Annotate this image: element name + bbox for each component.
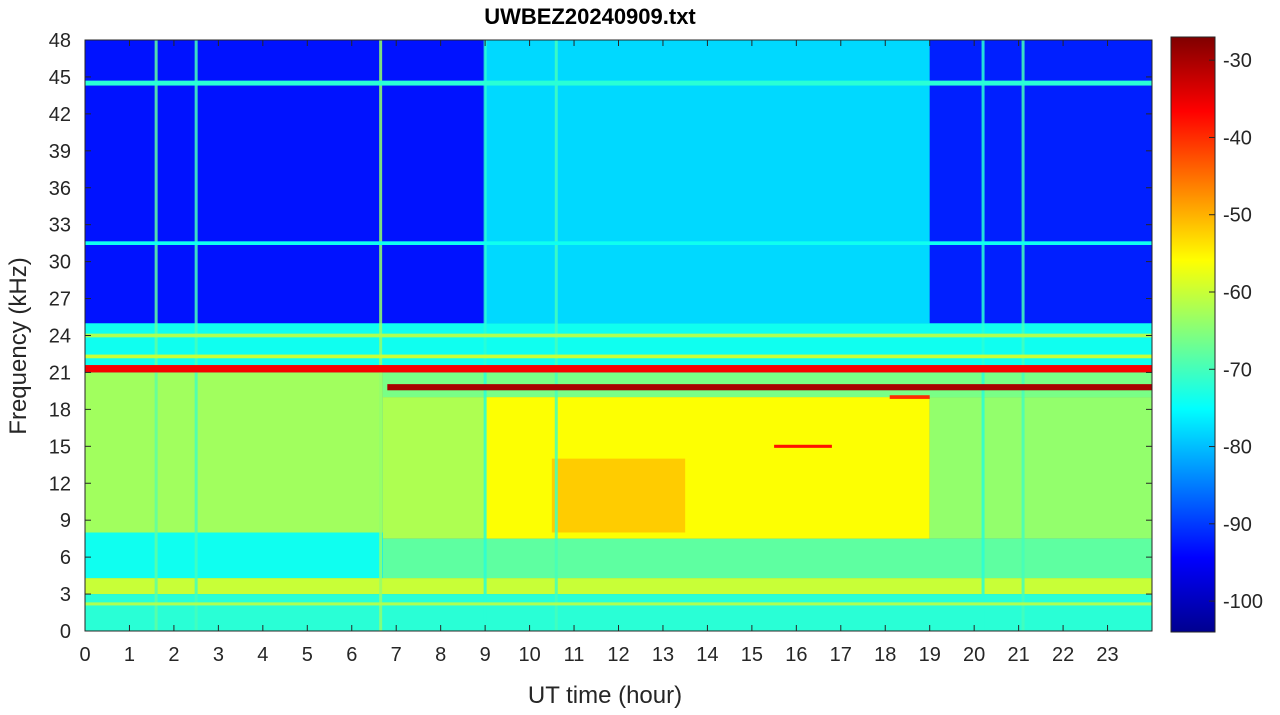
- colorbar-tick-label: -90: [1223, 514, 1252, 536]
- x-tick-label: 16: [785, 644, 807, 666]
- colorbar-tick-label: -40: [1223, 127, 1252, 149]
- heatmap-region: [382, 538, 1152, 579]
- y-tick-label: 36: [49, 178, 71, 200]
- x-tick-label: 0: [79, 644, 90, 666]
- heatmap-region: [85, 323, 1152, 367]
- x-tick-label: 23: [1096, 644, 1118, 666]
- heatmap-region: [85, 532, 383, 579]
- heatmap-region: [85, 40, 486, 324]
- heatmap-region: [85, 372, 383, 533]
- x-tick-label: 13: [652, 644, 674, 666]
- frequency-band: [85, 333, 1152, 338]
- x-axis-label: UT time (hour): [528, 682, 682, 709]
- frequency-band: [85, 602, 1152, 606]
- x-tick-label: 19: [919, 644, 941, 666]
- heatmap-region: [929, 397, 1152, 539]
- spectrogram-heatmap: [85, 40, 1152, 631]
- y-tick-label: 0: [60, 621, 71, 643]
- y-tick-label: 9: [60, 510, 71, 532]
- y-tick-label: 42: [49, 104, 71, 126]
- y-tick-label: 30: [49, 252, 71, 274]
- colorbar-tick-label: -100: [1223, 591, 1263, 613]
- x-tick-label: 11: [564, 644, 585, 666]
- x-tick-label: 17: [830, 644, 852, 666]
- y-tick-label: 21: [49, 362, 71, 384]
- frequency-band: [85, 241, 1152, 246]
- y-tick-label: 24: [49, 326, 71, 348]
- heatmap-region: [85, 594, 1152, 631]
- x-tick-label: 14: [696, 644, 718, 666]
- x-tick-label: 7: [391, 644, 402, 666]
- chart-title: UWBEZ20240909.txt: [484, 4, 696, 29]
- colorbar-axis: -30 -40 -50 -60 -70 -80 -90 -100: [1209, 50, 1263, 613]
- x-tick-label: 2: [168, 644, 179, 666]
- x-tick-label: 3: [213, 644, 224, 666]
- frequency-band: [387, 384, 1152, 391]
- x-tick-label: 1: [124, 644, 135, 666]
- x-tick-label: 12: [607, 644, 629, 666]
- y-axis-label: Frequency (kHz): [5, 257, 32, 434]
- x-tick-label: 20: [963, 644, 985, 666]
- frequency-band: [85, 80, 1152, 86]
- y-tick-label: 48: [49, 30, 71, 52]
- frequency-band: [774, 444, 832, 448]
- y-tick-label: 12: [49, 473, 71, 495]
- x-tick-label: 15: [741, 644, 763, 666]
- y-tick-label: 6: [60, 547, 71, 569]
- x-tick-label: 8: [435, 644, 446, 666]
- colorbar-tick-label: -60: [1223, 282, 1252, 304]
- x-tick-label: 10: [518, 644, 540, 666]
- x-tick-label: 6: [346, 644, 357, 666]
- x-tick-label: 21: [1008, 644, 1030, 666]
- colorbar: [1170, 36, 1216, 633]
- x-tick-label: 4: [257, 644, 268, 666]
- heatmap-region: [85, 578, 1152, 595]
- heatmap-region: [929, 40, 1152, 324]
- frequency-band: [85, 354, 1152, 359]
- heatmap-region: [551, 458, 686, 533]
- colorbar-tick-label: -70: [1223, 359, 1252, 381]
- heatmap-region: [382, 397, 486, 539]
- x-tick-label: 9: [480, 644, 491, 666]
- y-tick-label: 18: [49, 399, 71, 421]
- y-tick-label: 27: [49, 289, 71, 311]
- frequency-band: [85, 365, 1152, 373]
- y-tick-label: 15: [49, 436, 71, 458]
- x-tick-label: 22: [1052, 644, 1074, 666]
- colorbar-tick-label: -80: [1223, 437, 1252, 459]
- colorbar-tick-label: -50: [1223, 205, 1252, 227]
- x-tick-label: 18: [874, 644, 896, 666]
- y-tick-label: 33: [49, 215, 71, 237]
- colorbar-tick-label: -30: [1223, 50, 1252, 72]
- x-axis: 0 1 2 3 4 5 6 7 8 9 10 11 12 13 14 15 16 17 18 19 20 21 22 23: [79, 40, 1119, 666]
- frequency-band: [889, 395, 930, 399]
- y-tick-label: 39: [49, 141, 71, 163]
- heatmap-region: [485, 40, 930, 324]
- x-tick-label: 5: [302, 644, 313, 666]
- y-tick-label: 3: [60, 584, 71, 606]
- y-tick-label: 45: [49, 67, 71, 89]
